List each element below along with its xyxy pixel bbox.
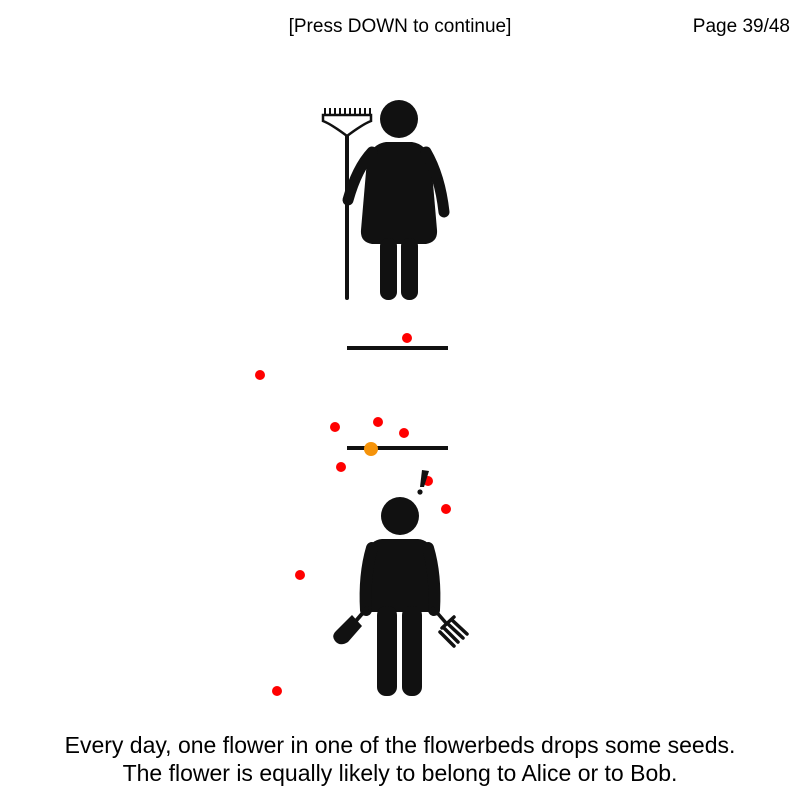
bob-right-leg xyxy=(402,606,422,696)
bob-left-arm xyxy=(359,542,378,616)
page-indicator: Page 39/48 xyxy=(692,16,790,37)
alice-figure xyxy=(321,100,450,300)
bob-right-arm xyxy=(422,542,441,616)
rake-icon xyxy=(321,108,373,300)
garden-fork-icon xyxy=(431,606,469,648)
seed xyxy=(336,462,346,472)
highlighted-seed xyxy=(364,442,378,456)
exclamation-icon xyxy=(417,470,429,495)
caption-line-1: Every day, one flower in one of the flow… xyxy=(64,732,736,758)
seed xyxy=(441,504,451,514)
bob-figure xyxy=(333,497,469,696)
alice-right-arm xyxy=(420,146,450,218)
alice-dress xyxy=(360,142,438,244)
alice-left-arm xyxy=(342,146,378,206)
seed xyxy=(272,686,282,696)
story-caption: Every day, one flower in one of the flow… xyxy=(0,731,800,787)
alice-left-leg xyxy=(380,238,397,300)
seed xyxy=(373,417,383,427)
seed xyxy=(255,370,265,380)
alice-right-leg xyxy=(401,238,418,300)
bob-left-leg xyxy=(377,606,397,696)
bob-torso xyxy=(369,539,431,612)
trowel-icon xyxy=(333,606,369,645)
seed xyxy=(402,333,412,343)
seed xyxy=(330,422,340,432)
bob-head xyxy=(381,497,419,535)
seeds xyxy=(255,333,451,696)
seed xyxy=(399,428,409,438)
alice-head xyxy=(380,100,418,138)
seed xyxy=(295,570,305,580)
caption-line-2: The flower is equally likely to belong t… xyxy=(122,760,678,786)
continue-hint: [Press DOWN to continue] xyxy=(288,16,512,37)
